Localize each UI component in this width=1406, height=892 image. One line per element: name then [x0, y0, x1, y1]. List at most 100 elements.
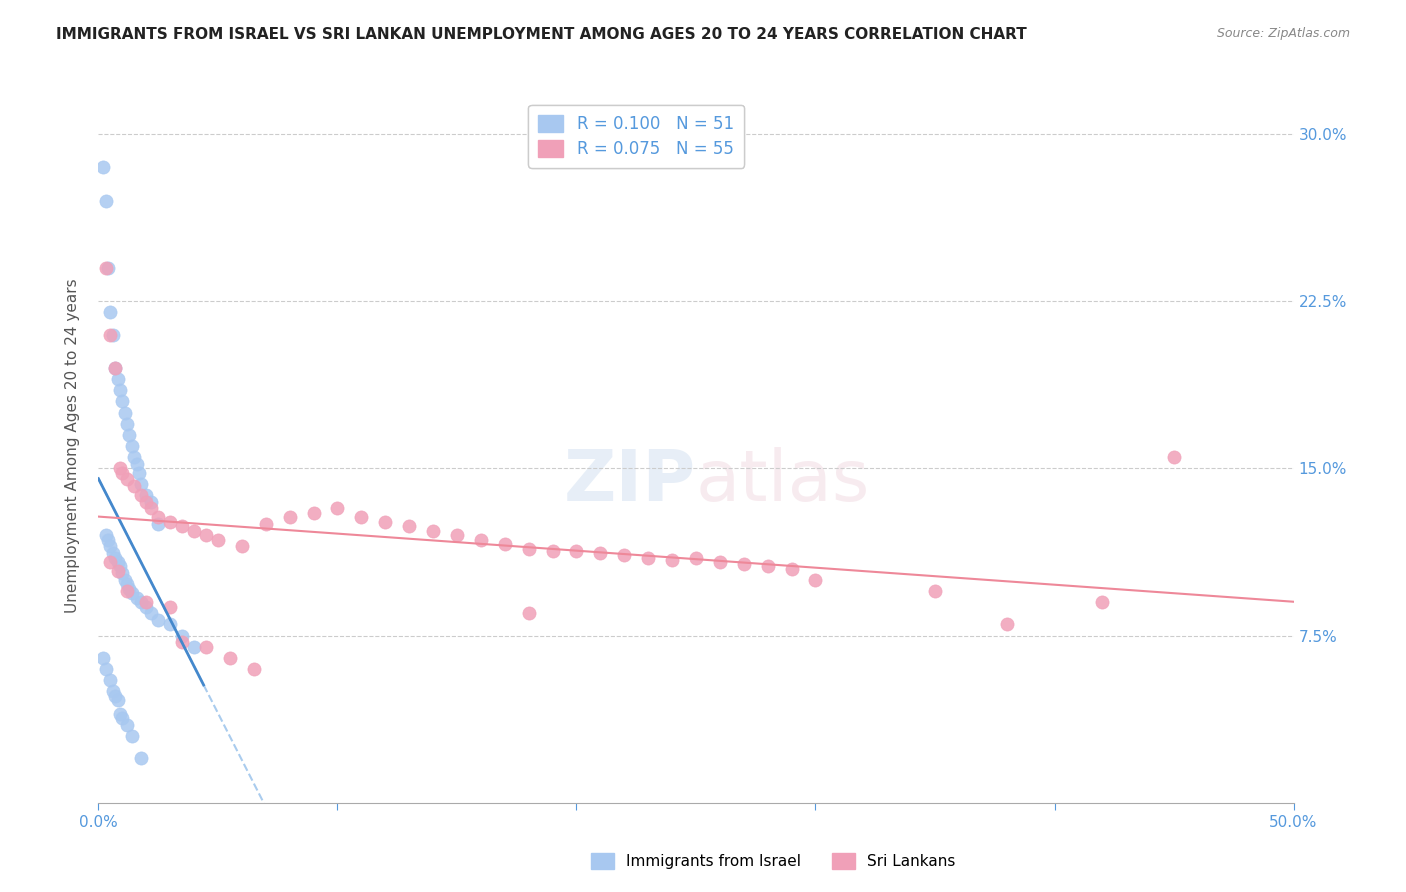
Point [446, 528, 468, 542]
Point [98, 673, 122, 687]
Point [108, 706, 131, 721]
Point [94, 528, 117, 542]
Point [98, 539, 122, 553]
Point [685, 550, 707, 565]
Point [107, 564, 129, 578]
Point [350, 510, 373, 524]
Point [172, 628, 194, 642]
Point [97, 260, 120, 275]
Point [101, 684, 124, 698]
Point [589, 546, 612, 560]
Text: Source: ZipAtlas.com: Source: ZipAtlas.com [1216, 27, 1350, 40]
Point [139, 494, 162, 508]
Point [104, 360, 127, 375]
Point [108, 384, 131, 398]
Point [121, 729, 143, 743]
Point [115, 417, 138, 431]
Point [94, 662, 117, 676]
Point [91, 651, 114, 665]
Point [124, 450, 146, 465]
Point [115, 583, 138, 598]
Point [131, 595, 153, 609]
Point [733, 557, 755, 572]
Point [125, 457, 148, 471]
Point [159, 599, 181, 614]
Point [131, 476, 153, 491]
Point [139, 607, 162, 621]
Point [97, 533, 120, 547]
Point [111, 466, 134, 480]
Legend: R = 0.100   N = 51, R = 0.075   N = 55: R = 0.100 N = 51, R = 0.075 N = 55 [529, 104, 744, 168]
Point [172, 519, 194, 533]
Point [98, 555, 122, 569]
Point [243, 662, 266, 676]
Point [124, 479, 146, 493]
Point [104, 360, 127, 375]
Point [159, 617, 181, 632]
Point [114, 405, 136, 420]
Point [374, 515, 396, 529]
Point [91, 161, 114, 175]
Point [101, 546, 124, 560]
Point [104, 689, 127, 703]
Point [108, 559, 131, 574]
Point [111, 394, 134, 409]
Point [118, 427, 141, 442]
Point [111, 711, 134, 725]
Point [98, 327, 122, 342]
Point [254, 517, 277, 532]
Point [422, 524, 444, 538]
Point [135, 595, 157, 609]
Point [115, 577, 138, 591]
Point [148, 517, 170, 532]
Point [1163, 450, 1185, 465]
Point [804, 573, 827, 587]
Point [104, 550, 127, 565]
Point [517, 607, 540, 621]
Point [517, 541, 540, 556]
Point [94, 194, 117, 208]
Point [231, 539, 253, 553]
Point [302, 506, 325, 520]
Point [183, 640, 205, 654]
Point [98, 305, 122, 319]
Text: atlas: atlas [696, 447, 870, 516]
Point [135, 494, 157, 508]
Point [207, 533, 229, 547]
Point [172, 635, 194, 649]
Point [94, 260, 117, 275]
Point [114, 573, 136, 587]
Point [613, 548, 636, 563]
Point [121, 586, 143, 600]
Point [128, 466, 150, 480]
Point [494, 537, 516, 551]
Point [278, 510, 301, 524]
Text: ZIP: ZIP [564, 447, 696, 516]
Text: IMMIGRANTS FROM ISRAEL VS SRI LANKAN UNEMPLOYMENT AMONG AGES 20 TO 24 YEARS CORR: IMMIGRANTS FROM ISRAEL VS SRI LANKAN UNE… [56, 27, 1026, 42]
Point [661, 552, 683, 567]
Point [131, 488, 153, 502]
Point [780, 562, 803, 576]
Point [115, 473, 138, 487]
Point [183, 524, 205, 538]
Point [541, 543, 564, 558]
Point [219, 651, 242, 665]
Point [111, 566, 134, 581]
Point [470, 533, 492, 547]
Point [159, 515, 181, 529]
Point [139, 501, 162, 516]
Point [107, 372, 129, 386]
Point [756, 559, 779, 574]
Point [637, 550, 659, 565]
Point [194, 640, 218, 654]
Point [115, 717, 138, 731]
Point [1091, 595, 1114, 609]
Point [924, 583, 946, 598]
Point [148, 510, 170, 524]
Point [118, 582, 141, 596]
Legend: Immigrants from Israel, Sri Lankans: Immigrants from Israel, Sri Lankans [585, 847, 962, 875]
Point [121, 439, 143, 453]
Point [709, 555, 731, 569]
Point [135, 599, 157, 614]
Point [135, 488, 157, 502]
